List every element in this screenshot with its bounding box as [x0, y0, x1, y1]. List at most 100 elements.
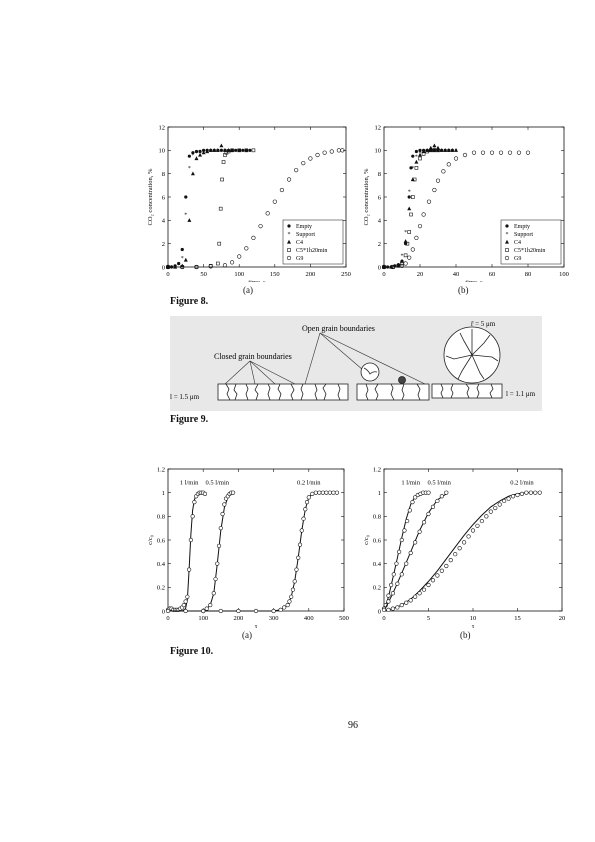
data-point: [454, 148, 458, 152]
data-point: [421, 152, 426, 156]
data-point: [230, 148, 234, 153]
y-tick-label: 6: [162, 194, 166, 201]
data-point: [470, 528, 476, 533]
data-point: [524, 490, 529, 495]
data-point: [390, 264, 396, 270]
y-tick-label: 1: [378, 490, 381, 497]
data-point: [381, 607, 387, 612]
data-point: [218, 206, 223, 211]
data-point: [253, 608, 259, 614]
data-point: [488, 509, 493, 514]
data-point: [165, 264, 171, 270]
right-thickness-label: l = 1.1 μm: [506, 390, 536, 398]
data-point: [394, 561, 399, 566]
data-point: [435, 178, 441, 183]
data-point: [224, 150, 229, 155]
data-point: [397, 549, 402, 554]
data-point: *: [181, 256, 184, 262]
data-point: [198, 152, 203, 157]
data-point: [221, 160, 226, 164]
curve-label: 1 l/min: [401, 479, 420, 486]
plot-area: [167, 468, 345, 612]
data-point: [489, 150, 495, 155]
data-point: [294, 168, 299, 173]
data-point: [410, 247, 415, 252]
data-point: *: [195, 151, 198, 157]
legend-entry: Support: [296, 232, 315, 238]
y-tick-label: 8: [162, 171, 165, 178]
data-point: [237, 254, 242, 259]
data-point: [450, 148, 455, 152]
data-point: [389, 582, 394, 588]
data-point: [241, 148, 245, 152]
x-tick-label: 0: [166, 271, 169, 278]
data-point: [418, 148, 422, 152]
data-point: [390, 606, 396, 611]
data-point: [244, 148, 248, 152]
left-thickness-label: l = 1.5 μm: [170, 393, 200, 401]
data-point: [220, 177, 224, 182]
data-point: [408, 598, 413, 603]
y-tick-label: 2: [378, 241, 381, 248]
data-point: [294, 567, 299, 572]
data-point: [418, 156, 422, 161]
data-point: [426, 199, 432, 204]
data-point: [471, 150, 477, 155]
membrane-middle: [356, 362, 430, 401]
open-grain-boundaries-label: Open grain boundaries: [302, 324, 375, 333]
data-point: [506, 496, 511, 501]
data-point: [395, 605, 400, 610]
data-point: [507, 150, 513, 155]
data-point: [429, 148, 433, 153]
data-point: [404, 600, 409, 605]
data-point: [166, 264, 170, 269]
data-point: [222, 502, 227, 507]
legend-box: [282, 219, 344, 265]
figure-8a-chart: 0 50 100 150 200 250 0 2 4 6 8 10 12 time, s CO₂ conce…: [147, 124, 351, 282]
legend-entry: Empty: [296, 224, 312, 230]
data-point: *: [411, 166, 414, 172]
curve-label: 0.5 l/min: [427, 479, 451, 486]
data-point: [208, 264, 213, 269]
data-point: [399, 572, 404, 577]
x-tick-label: 20: [417, 271, 424, 278]
data-point: [279, 187, 285, 193]
data-point: [236, 608, 241, 614]
data-point: [216, 261, 220, 266]
data-point: [183, 599, 188, 604]
data-point: [237, 148, 241, 153]
figure-8b-label: (b): [458, 285, 469, 295]
data-point: [413, 495, 418, 500]
x-tick-label: 10: [470, 615, 477, 622]
data-point: [165, 608, 171, 614]
figure-9-caption: Figure 9.: [170, 414, 209, 425]
y-tick-label: 10: [159, 148, 166, 155]
data-point: [537, 490, 542, 495]
data-point: [297, 542, 303, 547]
data-point: [446, 148, 451, 152]
data-point: [180, 247, 184, 252]
data-point: *: [401, 254, 404, 260]
curve-label: 1 l/min: [180, 479, 199, 486]
data-point: [421, 520, 427, 525]
data-point: [289, 594, 294, 599]
data-point: [399, 263, 405, 268]
data-point: [287, 239, 291, 244]
data-point: [403, 261, 408, 266]
data-point: [435, 573, 440, 578]
data-point: [421, 587, 427, 592]
data-point: [453, 156, 459, 161]
data-point: [204, 606, 209, 611]
y-tick-label: 1: [162, 490, 165, 497]
data-point: [205, 149, 210, 154]
x-tick-label: 100: [559, 271, 569, 278]
series-1-l-min: 1 l/min: [165, 479, 208, 612]
data-point: [231, 490, 236, 495]
data-point: [413, 594, 418, 599]
y-tick-label: 0.6: [373, 537, 382, 544]
data-point: [533, 490, 538, 495]
x-tick-label: 60: [489, 271, 496, 278]
data-point: [432, 143, 437, 148]
data-point: [436, 148, 440, 153]
data-point: [271, 608, 276, 614]
